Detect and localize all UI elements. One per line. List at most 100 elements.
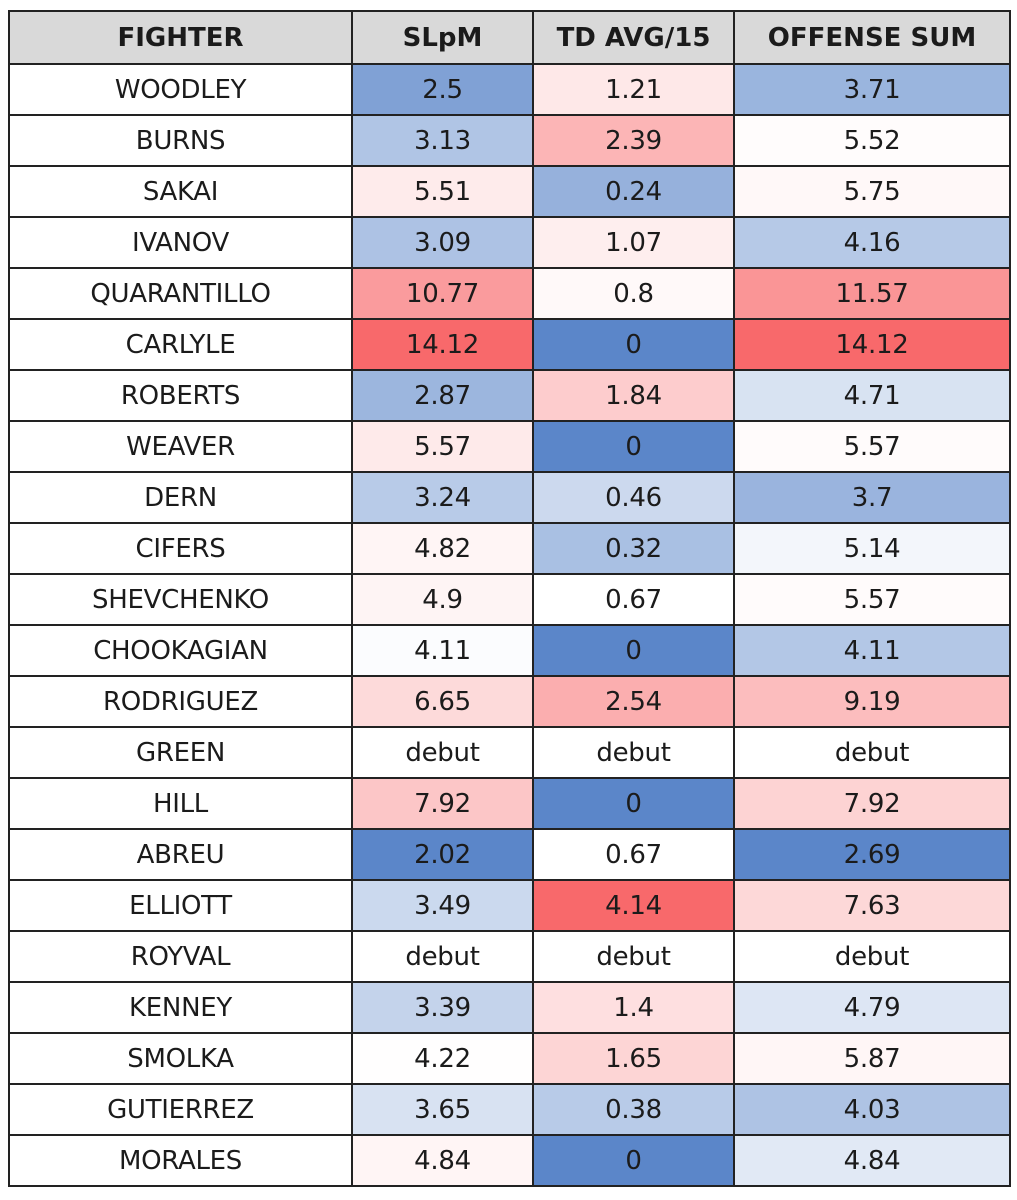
cell-slpm: 7.92 [351, 777, 534, 830]
cell-offense-sum: 11.57 [733, 267, 1011, 320]
cell-td-avg: 2.54 [532, 675, 735, 728]
table-row: HILL 7.92 0 7.92 [8, 777, 1011, 830]
cell-fighter: WEAVER [8, 420, 353, 473]
cell-offense-sum: 3.71 [733, 63, 1011, 116]
cell-slpm: debut [351, 930, 534, 983]
table-row: WEAVER 5.57 0 5.57 [8, 420, 1011, 473]
cell-offense-sum: debut [733, 930, 1011, 983]
table-row: QUARANTILLO 10.77 0.8 11.57 [8, 267, 1011, 320]
cell-fighter: ROYVAL [8, 930, 353, 983]
cell-td-avg: debut [532, 726, 735, 779]
cell-slpm: 4.9 [351, 573, 534, 626]
cell-fighter: WOODLEY [8, 63, 353, 116]
cell-offense-sum: 9.19 [733, 675, 1011, 728]
cell-fighter: GUTIERREZ [8, 1083, 353, 1136]
table-row: SMOLKA 4.22 1.65 5.87 [8, 1032, 1011, 1085]
table-body: WOODLEY 2.5 1.21 3.71 BURNS 3.13 2.39 5.52 SAKAI… [8, 63, 1011, 1187]
cell-fighter: HILL [8, 777, 353, 830]
cell-offense-sum: 4.79 [733, 981, 1011, 1034]
cell-offense-sum: 3.7 [733, 471, 1011, 524]
cell-td-avg: 0.67 [532, 573, 735, 626]
cell-slpm: 3.24 [351, 471, 534, 524]
cell-offense-sum: 7.63 [733, 879, 1011, 932]
table-row: ABREU 2.02 0.67 2.69 [8, 828, 1011, 881]
cell-td-avg: 0 [532, 1134, 735, 1187]
header-td-avg: TD AVG/15 [532, 10, 735, 65]
header-row: FIGHTER SLpM TD AVG/15 OFFENSE SUM [8, 10, 1011, 65]
table-row: KENNEY 3.39 1.4 4.79 [8, 981, 1011, 1034]
cell-td-avg: 0 [532, 420, 735, 473]
cell-fighter: IVANOV [8, 216, 353, 269]
cell-fighter: SMOLKA [8, 1032, 353, 1085]
header-fighter: FIGHTER [8, 10, 353, 65]
table-row: SAKAI 5.51 0.24 5.75 [8, 165, 1011, 218]
cell-offense-sum: 4.16 [733, 216, 1011, 269]
cell-slpm: 5.51 [351, 165, 534, 218]
cell-slpm: 3.49 [351, 879, 534, 932]
cell-slpm: 14.12 [351, 318, 534, 371]
cell-td-avg: 0.46 [532, 471, 735, 524]
cell-slpm: 2.87 [351, 369, 534, 422]
table-row: WOODLEY 2.5 1.21 3.71 [8, 63, 1011, 116]
cell-fighter: CIFERS [8, 522, 353, 575]
cell-fighter: ELLIOTT [8, 879, 353, 932]
cell-fighter: ABREU [8, 828, 353, 881]
cell-td-avg: 1.21 [532, 63, 735, 116]
cell-slpm: 10.77 [351, 267, 534, 320]
cell-offense-sum: 5.57 [733, 573, 1011, 626]
cell-slpm: 3.39 [351, 981, 534, 1034]
cell-slpm: debut [351, 726, 534, 779]
table-row: ROYVAL debut debut debut [8, 930, 1011, 983]
cell-offense-sum: 5.75 [733, 165, 1011, 218]
cell-td-avg: 0.38 [532, 1083, 735, 1136]
cell-fighter: SAKAI [8, 165, 353, 218]
cell-td-avg: debut [532, 930, 735, 983]
header-slpm: SLpM [351, 10, 534, 65]
cell-td-avg: 0 [532, 318, 735, 371]
cell-slpm: 4.82 [351, 522, 534, 575]
table-row: ROBERTS 2.87 1.84 4.71 [8, 369, 1011, 422]
cell-slpm: 2.5 [351, 63, 534, 116]
cell-td-avg: 4.14 [532, 879, 735, 932]
table-row: GREEN debut debut debut [8, 726, 1011, 779]
table-row: CARLYLE 14.12 0 14.12 [8, 318, 1011, 371]
cell-td-avg: 0.67 [532, 828, 735, 881]
cell-fighter: GREEN [8, 726, 353, 779]
table-row: IVANOV 3.09 1.07 4.16 [8, 216, 1011, 269]
cell-td-avg: 0.24 [532, 165, 735, 218]
cell-slpm: 6.65 [351, 675, 534, 728]
cell-td-avg: 0.32 [532, 522, 735, 575]
cell-offense-sum: 2.69 [733, 828, 1011, 881]
cell-td-avg: 1.84 [532, 369, 735, 422]
table-row: CHOOKAGIAN 4.11 0 4.11 [8, 624, 1011, 677]
cell-slpm: 3.13 [351, 114, 534, 167]
cell-slpm: 2.02 [351, 828, 534, 881]
cell-offense-sum: 4.84 [733, 1134, 1011, 1187]
table-row: GUTIERREZ 3.65 0.38 4.03 [8, 1083, 1011, 1136]
cell-fighter: RODRIGUEZ [8, 675, 353, 728]
table-row: RODRIGUEZ 6.65 2.54 9.19 [8, 675, 1011, 728]
cell-offense-sum: 4.03 [733, 1083, 1011, 1136]
cell-offense-sum: debut [733, 726, 1011, 779]
cell-slpm: 5.57 [351, 420, 534, 473]
table-row: BURNS 3.13 2.39 5.52 [8, 114, 1011, 167]
cell-td-avg: 0.8 [532, 267, 735, 320]
cell-offense-sum: 4.11 [733, 624, 1011, 677]
header-offense-sum: OFFENSE SUM [733, 10, 1011, 65]
cell-offense-sum: 5.57 [733, 420, 1011, 473]
cell-offense-sum: 5.87 [733, 1032, 1011, 1085]
cell-td-avg: 0 [532, 624, 735, 677]
cell-fighter: KENNEY [8, 981, 353, 1034]
table-row: SHEVCHENKO 4.9 0.67 5.57 [8, 573, 1011, 626]
cell-offense-sum: 7.92 [733, 777, 1011, 830]
cell-slpm: 3.65 [351, 1083, 534, 1136]
table-row: ELLIOTT 3.49 4.14 7.63 [8, 879, 1011, 932]
cell-td-avg: 2.39 [532, 114, 735, 167]
cell-slpm: 4.84 [351, 1134, 534, 1187]
table-row: MORALES 4.84 0 4.84 [8, 1134, 1011, 1187]
cell-slpm: 3.09 [351, 216, 534, 269]
table-row: CIFERS 4.82 0.32 5.14 [8, 522, 1011, 575]
cell-slpm: 4.22 [351, 1032, 534, 1085]
cell-td-avg: 0 [532, 777, 735, 830]
cell-fighter: SHEVCHENKO [8, 573, 353, 626]
